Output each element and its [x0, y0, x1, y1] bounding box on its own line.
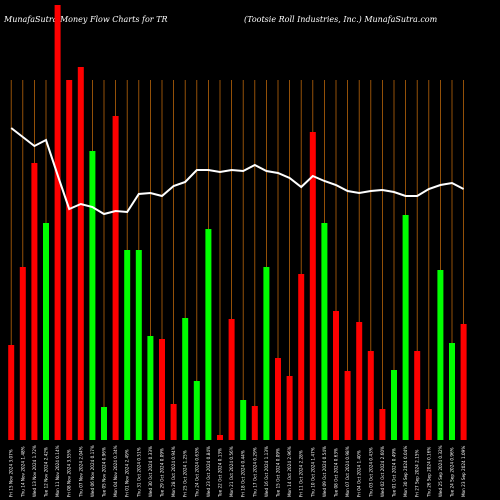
x-tick-label: Thu 07 Nov 2024 2.04% [78, 446, 83, 498]
x-tick-label: Tue 05 Nov 2024 0.96% [102, 447, 107, 498]
x-tick-label: Tue 29 Oct 2024 0.09% [160, 448, 165, 498]
money-flow-bar [217, 435, 223, 440]
x-tick-label: Tue 12 Nov 2024 2.42% [44, 447, 49, 498]
x-tick-label: Thu 10 Oct 2024 1.47% [310, 447, 315, 498]
x-tick-label: Thu 14 Nov 2024 1.48% [20, 446, 25, 498]
money-flow-bar [43, 223, 49, 440]
x-tick-label: Fri 25 Oct 2024 1.25% [183, 450, 188, 497]
money-flow-bar [460, 324, 467, 440]
money-flow-bar [89, 151, 96, 440]
x-tick-label: Thu 26 Sep 2024 0.16% [426, 447, 431, 498]
x-tick-label: Thu 03 Oct 2024 0.43% [368, 447, 373, 498]
x-tick-label: Tue 08 Oct 2024 0.63% [334, 448, 339, 498]
money-flow-bars [8, 5, 467, 440]
chart-subtitle: (Tootsie Roll Industries, Inc.) MunafaSu… [244, 15, 438, 24]
x-tick-label: Wed 25 Sep 2024 0.32% [438, 445, 443, 497]
money-flow-bar [414, 351, 421, 440]
money-flow-bar [77, 67, 84, 440]
x-tick-label: Thu 17 Oct 2024 0.29% [252, 447, 257, 498]
money-flow-bar [379, 409, 386, 440]
money-flow-bar [8, 345, 15, 440]
x-tick-label: Fri 08 Nov 2024 3.55% [67, 449, 72, 497]
money-flow-bar [437, 270, 444, 440]
money-flow-bar [263, 267, 270, 440]
money-flow-bar [240, 400, 247, 440]
money-flow-bar [135, 250, 142, 440]
x-tick-label: Mon 11 Nov 2024 0.14% [55, 445, 60, 497]
x-axis-tick-labels: Fri 15 Nov 2024 3.07% Thu 14 Nov 2024 1.4… [9, 445, 466, 498]
money-flow-bar [228, 319, 235, 440]
x-tick-label: Thu 24 Oct 2024 0.63% [194, 447, 199, 498]
money-flow-bar [193, 381, 200, 440]
money-flow-bar [449, 343, 455, 440]
x-tick-label: Tue 24 Sep 2024 0.96% [450, 447, 455, 498]
money-flow-bar [275, 358, 281, 440]
x-tick-label: Tue 01 Oct 2024 0.49% [392, 448, 397, 498]
money-flow-bar [367, 351, 374, 440]
x-tick-label: Fri 11 Oct 2024 2.28% [299, 450, 304, 497]
money-flow-bar [147, 336, 154, 440]
x-tick-label: Mon 23 Sep 2024 1.09% [461, 446, 466, 497]
x-tick-label: Fri 15 Nov 2024 3.07% [9, 449, 14, 497]
money-flow-bar [112, 116, 119, 440]
money-flow-bar [344, 371, 351, 440]
x-tick-label: Tue 15 Oct 2024 0.09% [276, 448, 281, 498]
x-tick-label: Wed 16 Oct 2024 1.13% [264, 446, 269, 497]
money-flow-bar [101, 407, 107, 440]
chart-title: MunafaSutra Money Flow Charts for TR [3, 15, 168, 24]
x-tick-label: Wed 23 Oct 2024 0.84% [206, 446, 211, 497]
money-flow-bar [356, 322, 363, 440]
x-tick-label: Fri 04 Oct 2024 1.40% [357, 450, 362, 497]
money-flow-bar [205, 229, 212, 440]
x-tick-label: Mon 21 Oct 2024 0.56% [229, 446, 234, 497]
money-flow-bar [54, 5, 61, 440]
money-flow-bar [298, 274, 305, 440]
money-flow-bar [402, 215, 409, 440]
x-tick-label: Wed 06 Nov 2024 0.17% [90, 445, 95, 497]
price-line [10, 127, 465, 216]
x-tick-label: Fri 01 Nov 2024 2.49% [125, 449, 130, 497]
x-tick-label: Wed 02 Oct 2024 2.60% [380, 446, 385, 497]
money-flow-bar [251, 406, 258, 440]
x-tick-label: Mon 04 Nov 2024 0.34% [113, 445, 118, 497]
money-flow-bar [391, 370, 397, 440]
money-flow-bar [321, 223, 328, 440]
money-flow-bar [182, 318, 189, 440]
x-tick-label: Tue 22 Oct 2024 0.13% [218, 448, 223, 498]
money-flow-bar [309, 132, 316, 440]
money-flow-bar [19, 267, 26, 440]
x-tick-label: Wed 30 Oct 2024 0.33% [148, 446, 153, 497]
x-tick-label: Wed 13 Nov 2024 1.72% [32, 445, 37, 497]
x-tick-label: Mon 28 Oct 2024 0.94% [171, 446, 176, 497]
money-flow-bar [66, 80, 73, 440]
x-tick-label: Wed 09 Oct 2024 0.54% [322, 446, 327, 497]
money-flow-bar [333, 311, 339, 440]
money-flow-bar [31, 163, 38, 440]
money-flow-bar [170, 404, 177, 440]
x-tick-label: Mon 14 Oct 2024 2.96% [287, 446, 292, 497]
x-tick-label: Fri 27 Sep 2024 2.15% [415, 449, 420, 497]
money-flow-bar [286, 376, 293, 440]
money-flow-bar [425, 409, 432, 440]
money-flow-bar [124, 250, 131, 440]
x-tick-label: Mon 30 Sep 2024 0.04% [403, 446, 408, 497]
x-tick-label: Mon 07 Oct 2024 0.98% [345, 446, 350, 497]
money-flow-bar [159, 339, 165, 440]
x-tick-label: Fri 18 Oct 2024 0.44% [241, 450, 246, 497]
x-tick-label: Thu 31 Oct 2024 0.51% [136, 447, 141, 498]
